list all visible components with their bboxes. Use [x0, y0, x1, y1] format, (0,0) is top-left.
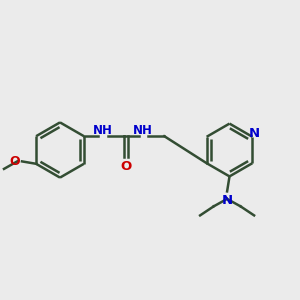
- Text: NH: NH: [93, 124, 113, 137]
- Text: O: O: [9, 155, 20, 168]
- Text: NH: NH: [134, 124, 153, 137]
- Text: O: O: [120, 160, 131, 173]
- Text: N: N: [249, 127, 260, 140]
- Text: N: N: [221, 194, 233, 207]
